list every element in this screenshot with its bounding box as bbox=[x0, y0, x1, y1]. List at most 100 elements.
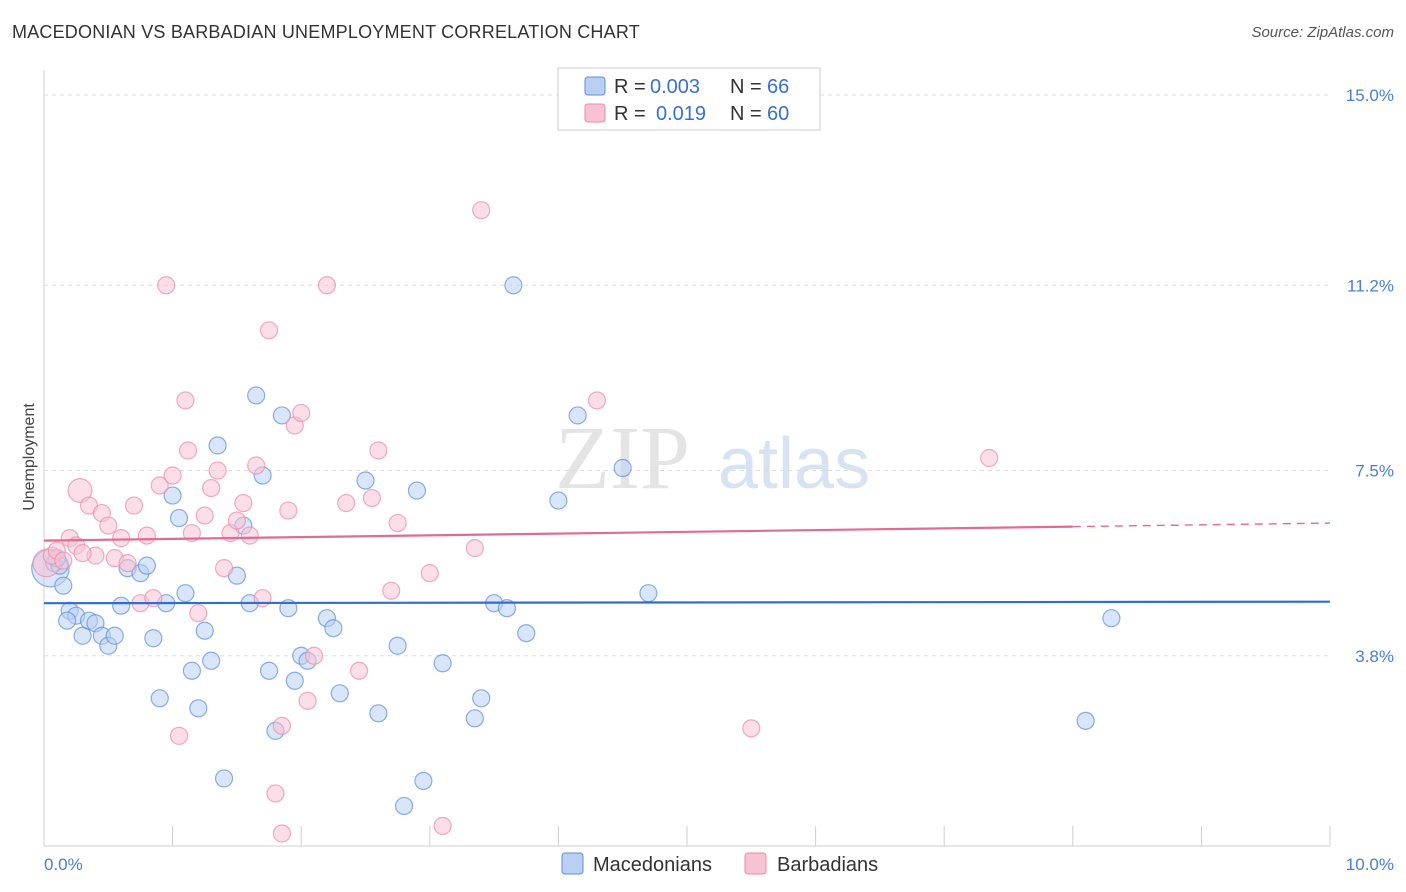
barbadian-point-42 bbox=[304, 646, 324, 665]
barbadian-point-41 bbox=[298, 691, 317, 710]
macedonian-point-23 bbox=[189, 699, 208, 718]
barbadian-point-57 bbox=[272, 824, 292, 843]
macedonian-point-26 bbox=[208, 436, 227, 455]
macedonian-point-43 bbox=[356, 471, 375, 490]
macedonian-point-48 bbox=[414, 771, 433, 791]
legend-n-value-1: 66 bbox=[767, 76, 789, 98]
macedonian-point-58 bbox=[613, 458, 632, 478]
macedonian-point-17 bbox=[150, 689, 169, 708]
legend-r-label-1: R = bbox=[614, 76, 651, 98]
macedonian-point-19 bbox=[163, 486, 182, 505]
barbadian-point-55 bbox=[742, 719, 761, 738]
barbadian-point-32 bbox=[240, 526, 259, 545]
series-legend: Macedonians Barbadians bbox=[561, 852, 878, 876]
barbadian-point-24 bbox=[182, 523, 201, 543]
barbadians-points bbox=[32, 201, 999, 843]
barbadian-point-20 bbox=[163, 466, 182, 485]
y-tick-label-0: 3.8% bbox=[1355, 647, 1394, 666]
barbadian-point-25 bbox=[189, 604, 208, 623]
x-tick-label-max: 10.0% bbox=[1346, 855, 1394, 874]
macedonian-point-42 bbox=[330, 684, 349, 703]
macedonian-point-60 bbox=[1076, 711, 1095, 730]
macedonian-point-6 bbox=[73, 626, 92, 645]
barbadian-point-18 bbox=[150, 476, 169, 495]
macedonian-point-37 bbox=[285, 671, 304, 690]
series-legend-label-barbadians: Barbadians bbox=[777, 854, 878, 876]
y-tick-label-1: 7.5% bbox=[1355, 462, 1394, 481]
barbadian-point-21 bbox=[169, 726, 189, 745]
macedonian-point-46 bbox=[394, 796, 414, 816]
macedonian-point-56 bbox=[549, 491, 568, 510]
barbadian-point-10 bbox=[99, 516, 118, 535]
macedonian-point-11 bbox=[105, 626, 124, 645]
macedonian-point-22 bbox=[182, 661, 201, 680]
watermark-atlas: atlas bbox=[718, 424, 870, 504]
barbadian-point-52 bbox=[465, 539, 484, 558]
macedonian-trend-line bbox=[43, 600, 1331, 605]
barbadian-point-16 bbox=[137, 526, 156, 545]
barbadian-point-40 bbox=[292, 403, 311, 423]
barbadian-point-44 bbox=[337, 493, 356, 513]
macedonian-point-25 bbox=[202, 651, 221, 670]
barbadian-point-51 bbox=[433, 816, 452, 836]
barbadian-point-23 bbox=[178, 441, 198, 460]
macedonian-point-27 bbox=[214, 769, 234, 788]
legend-r-value-2: 0.019 bbox=[656, 103, 706, 125]
y-tick-label-3: 15.0% bbox=[1346, 86, 1394, 105]
macedonian-point-35 bbox=[272, 406, 292, 425]
barbadian-trend-line bbox=[43, 525, 1073, 542]
macedonian-point-24 bbox=[195, 621, 214, 640]
legend-n-label-1: N = bbox=[730, 76, 767, 98]
macedonian-point-51 bbox=[472, 689, 491, 708]
barbadian-point-43 bbox=[317, 276, 337, 295]
barbadian-point-30 bbox=[227, 511, 246, 530]
macedonians-points bbox=[31, 276, 1121, 816]
barbadian-point-34 bbox=[253, 589, 272, 608]
barbadian-point-36 bbox=[266, 784, 285, 803]
macedonian-point-55 bbox=[517, 624, 536, 643]
series-legend-swatch-macedonians bbox=[561, 852, 584, 875]
macedonian-point-33 bbox=[259, 661, 279, 680]
barbadian-point-28 bbox=[214, 559, 234, 578]
legend-swatch-pink bbox=[584, 103, 606, 123]
barbadian-point-56 bbox=[980, 448, 999, 468]
barbadian-point-37 bbox=[272, 716, 292, 735]
barbadian-trend-line-dashed bbox=[1072, 522, 1331, 528]
macedonian-point-31 bbox=[247, 386, 266, 405]
macedonian-point-49 bbox=[433, 654, 452, 673]
barbadian-point-14 bbox=[124, 496, 144, 515]
macedonian-point-2 bbox=[54, 576, 73, 595]
macedonian-point-16 bbox=[144, 629, 163, 648]
barbadian-point-33 bbox=[247, 456, 266, 475]
barbadian-point-27 bbox=[208, 461, 227, 480]
barbadian-point-50 bbox=[420, 564, 439, 583]
macedonian-point-53 bbox=[497, 599, 517, 618]
macedonian-point-50 bbox=[465, 709, 484, 728]
macedonian-point-15 bbox=[137, 556, 156, 575]
barbadian-point-45 bbox=[349, 661, 369, 680]
barbadian-point-12 bbox=[112, 529, 131, 548]
watermark-zip: ZIP bbox=[555, 409, 690, 508]
barbadian-point-6 bbox=[67, 478, 93, 504]
barbadian-point-19 bbox=[157, 276, 176, 295]
y-tick-labels: 3.8% 7.5% 11.2% 15.0% bbox=[1346, 86, 1394, 666]
series-legend-label-macedonians: Macedonians bbox=[593, 854, 712, 876]
barbadian-point-46 bbox=[362, 488, 382, 508]
barbadian-point-48 bbox=[382, 581, 401, 600]
macedonian-point-59 bbox=[639, 584, 658, 603]
barbadian-point-47 bbox=[369, 441, 388, 460]
y-tick-label-2: 11.2% bbox=[1347, 276, 1394, 295]
series-legend-swatch-barbadians bbox=[744, 852, 767, 875]
macedonian-point-61 bbox=[1102, 609, 1121, 628]
barbadian-point-54 bbox=[587, 391, 607, 410]
barbadian-point-13 bbox=[118, 554, 137, 573]
macedonian-point-57 bbox=[568, 406, 587, 425]
macedonian-point-21 bbox=[176, 584, 195, 603]
legend-r-label-2: R = bbox=[614, 103, 651, 125]
barbadian-point-38 bbox=[279, 501, 298, 520]
barbadian-point-49 bbox=[388, 513, 407, 533]
macedonian-point-44 bbox=[369, 704, 388, 723]
macedonian-point-41 bbox=[324, 619, 343, 638]
macedonian-point-45 bbox=[388, 636, 407, 655]
barbadian-point-3 bbox=[54, 551, 73, 570]
